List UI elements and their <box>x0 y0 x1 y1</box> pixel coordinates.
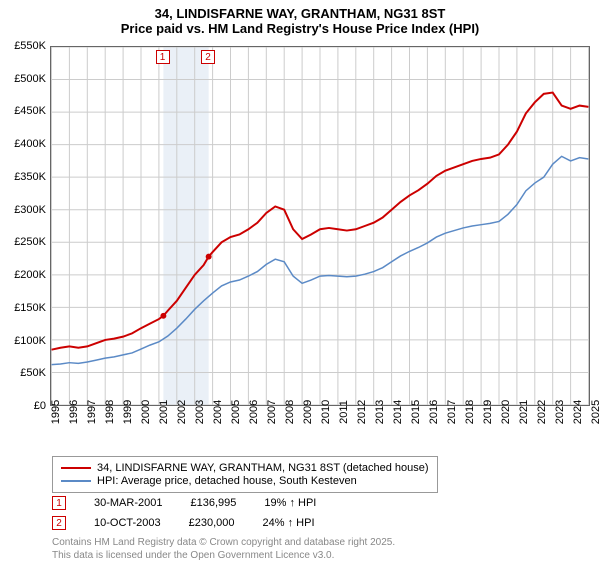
x-tick-label: 2019 <box>482 400 494 424</box>
y-tick-label: £50K <box>20 367 46 379</box>
x-tick-label: 1996 <box>68 400 80 424</box>
x-tick-label: 2005 <box>230 400 242 424</box>
sale-row: 1 30-MAR-2001 £136,995 19% ↑ HPI <box>52 496 316 510</box>
x-tick-label: 2002 <box>176 400 188 424</box>
y-tick-label: £550K <box>14 40 46 52</box>
legend: 34, LINDISFARNE WAY, GRANTHAM, NG31 8ST … <box>52 456 438 493</box>
x-tick-label: 1997 <box>86 400 98 424</box>
legend-row: HPI: Average price, detached house, Sout… <box>61 475 429 487</box>
sale-delta: 24% ↑ HPI <box>263 517 315 529</box>
x-tick-label: 2013 <box>374 400 386 424</box>
legend-row: 34, LINDISFARNE WAY, GRANTHAM, NG31 8ST … <box>61 462 429 474</box>
legend-label: 34, LINDISFARNE WAY, GRANTHAM, NG31 8ST … <box>97 462 429 474</box>
x-tick-label: 2011 <box>338 400 350 424</box>
x-tick-label: 2012 <box>356 400 368 424</box>
sale-price: £136,995 <box>190 497 236 509</box>
sale-delta: 19% ↑ HPI <box>264 497 316 509</box>
x-tick-label: 2008 <box>284 400 296 424</box>
x-tick-label: 2001 <box>158 400 170 424</box>
x-tick-label: 2000 <box>140 400 152 424</box>
x-tick-label: 2003 <box>194 400 206 424</box>
x-tick-label: 2020 <box>500 400 512 424</box>
y-tick-label: £450K <box>14 105 46 117</box>
y-axis: £0£50K£100K£150K£200K£250K£300K£350K£400… <box>0 46 50 406</box>
x-tick-label: 2021 <box>518 400 530 424</box>
x-tick-label: 2018 <box>464 400 476 424</box>
title-line-2: Price paid vs. HM Land Registry's House … <box>0 21 600 36</box>
sale-row: 2 10-OCT-2003 £230,000 24% ↑ HPI <box>52 516 315 530</box>
sale-date: 10-OCT-2003 <box>94 517 161 529</box>
footer-line-2: This data is licensed under the Open Gov… <box>52 549 395 562</box>
x-tick-label: 2010 <box>320 400 332 424</box>
y-tick-label: £100K <box>14 335 46 347</box>
x-tick-label: 2024 <box>572 400 584 424</box>
x-tick-label: 2022 <box>536 400 548 424</box>
x-tick-label: 2004 <box>212 400 224 424</box>
legend-swatch <box>61 467 91 469</box>
legend-swatch <box>61 480 91 482</box>
x-axis: 1995199619971998199920002001200220032004… <box>50 406 590 456</box>
x-tick-label: 2007 <box>266 400 278 424</box>
plot-svg <box>50 46 590 406</box>
chart-area: 12 <box>50 46 590 406</box>
footer: Contains HM Land Registry data © Crown c… <box>52 536 395 562</box>
sale-date: 30-MAR-2001 <box>94 497 162 509</box>
x-tick-label: 2009 <box>302 400 314 424</box>
title-line-1: 34, LINDISFARNE WAY, GRANTHAM, NG31 8ST <box>0 6 600 21</box>
x-tick-label: 2016 <box>428 400 440 424</box>
x-tick-label: 1999 <box>122 400 134 424</box>
y-tick-label: £250K <box>14 236 46 248</box>
y-tick-label: £200K <box>14 269 46 281</box>
x-tick-label: 2015 <box>410 400 422 424</box>
y-tick-label: £300K <box>14 204 46 216</box>
sale-price: £230,000 <box>189 517 235 529</box>
sale-marker-box: 2 <box>52 516 66 530</box>
x-tick-label: 1998 <box>104 400 116 424</box>
chart-container: 34, LINDISFARNE WAY, GRANTHAM, NG31 8ST … <box>0 0 600 560</box>
legend-label: HPI: Average price, detached house, Sout… <box>97 475 357 487</box>
y-tick-label: £0 <box>34 400 46 412</box>
title-block: 34, LINDISFARNE WAY, GRANTHAM, NG31 8ST … <box>0 0 600 38</box>
chart-sale-marker: 1 <box>156 50 170 64</box>
footer-line-1: Contains HM Land Registry data © Crown c… <box>52 536 395 549</box>
chart-sale-marker: 2 <box>201 50 215 64</box>
x-tick-label: 2014 <box>392 400 404 424</box>
x-tick-label: 1995 <box>50 400 62 424</box>
y-tick-label: £150K <box>14 302 46 314</box>
sale-marker-box: 1 <box>52 496 66 510</box>
y-tick-label: £350K <box>14 171 46 183</box>
x-tick-label: 2023 <box>554 400 566 424</box>
x-tick-label: 2006 <box>248 400 260 424</box>
y-tick-label: £400K <box>14 138 46 150</box>
x-tick-label: 2017 <box>446 400 458 424</box>
y-tick-label: £500K <box>14 73 46 85</box>
x-tick-label: 2025 <box>590 400 600 424</box>
